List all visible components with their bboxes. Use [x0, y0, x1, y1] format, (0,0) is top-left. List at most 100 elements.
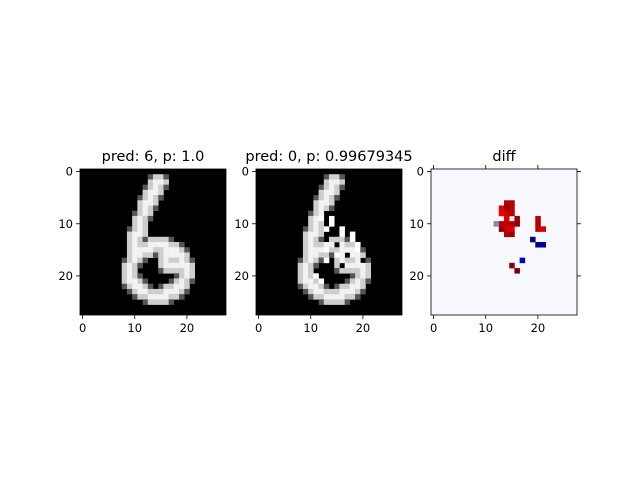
pixel [189, 278, 196, 285]
pixel [137, 252, 143, 258]
pixel [329, 221, 335, 227]
pixel [344, 236, 351, 243]
pixel [163, 242, 169, 248]
pixel [334, 236, 340, 243]
pixel [173, 257, 180, 264]
pixel [323, 184, 330, 191]
pixel [323, 294, 330, 300]
pixel [339, 288, 345, 295]
pixel [344, 299, 351, 305]
pixel [137, 247, 143, 253]
diff-pixel [509, 210, 515, 217]
pixel [334, 174, 340, 180]
pixel [302, 283, 309, 290]
pixel [302, 278, 309, 285]
pixel [349, 242, 356, 248]
pixel [147, 294, 154, 300]
pixel [158, 262, 164, 269]
diff-pixel [504, 210, 510, 217]
pixel [313, 195, 319, 201]
pixel [184, 252, 190, 258]
pixel [163, 283, 169, 290]
pixel [142, 200, 149, 206]
pixel [344, 242, 351, 248]
pixel [137, 210, 143, 217]
diff-pixel [514, 221, 520, 227]
pixel [308, 226, 314, 232]
pixel [318, 247, 325, 253]
pixel [137, 288, 143, 295]
pixel [329, 299, 335, 305]
pixel [132, 247, 138, 253]
pixel [137, 195, 143, 201]
pixel [329, 242, 335, 248]
pixel [158, 184, 164, 191]
pixel [302, 226, 309, 232]
pixel [344, 283, 351, 290]
pixel [308, 288, 314, 295]
pixel [313, 294, 319, 300]
pixel [308, 231, 314, 238]
pixel [339, 226, 345, 232]
pixel [179, 283, 185, 290]
pixel [147, 205, 154, 212]
pixel [349, 268, 356, 274]
pixel [173, 283, 180, 290]
pixel [318, 210, 325, 217]
pixel [126, 226, 133, 232]
pixel [163, 294, 169, 300]
pixel [158, 294, 164, 300]
pixel [126, 288, 133, 295]
pixel [355, 247, 361, 253]
pixel [329, 236, 335, 243]
pixel [173, 268, 180, 274]
image-background [431, 169, 577, 315]
y-tick-label: 10 [409, 217, 424, 231]
pixel [313, 242, 319, 248]
pixel [349, 262, 356, 269]
pixel [349, 236, 356, 243]
pixel [329, 252, 335, 258]
pixel [339, 257, 345, 264]
pixel [323, 252, 330, 258]
pixel [323, 174, 330, 180]
pixel [349, 273, 356, 279]
pixel [126, 247, 133, 253]
pixel [318, 299, 325, 305]
pixel [334, 184, 340, 191]
pixel [323, 257, 330, 264]
pixel [153, 299, 159, 305]
y-tick-label: 20 [409, 269, 424, 283]
x-tick-label: 10 [127, 321, 142, 335]
pixel [184, 288, 190, 295]
pixel [297, 273, 304, 279]
pixel [349, 283, 356, 290]
pixel [137, 200, 143, 206]
pixel [334, 299, 340, 305]
pixel [334, 189, 340, 196]
pixel [132, 252, 138, 258]
pixel [126, 283, 133, 290]
y-tick-label: 20 [234, 269, 249, 283]
pixel [173, 247, 180, 253]
pixel [132, 231, 138, 238]
pixel [308, 236, 314, 243]
pixel [137, 236, 143, 243]
pixel [318, 205, 325, 212]
pixel [153, 174, 159, 180]
pixel [163, 288, 169, 295]
pixel [142, 205, 149, 212]
pixel [147, 210, 154, 217]
pixel [329, 215, 335, 222]
pixel [334, 294, 340, 300]
pixel [137, 215, 143, 222]
pixel [153, 179, 159, 185]
pixel [168, 242, 175, 248]
pixel [313, 278, 319, 285]
pixel [360, 262, 366, 269]
pixel [339, 231, 345, 238]
pixel [163, 257, 169, 264]
x-tick-label: 10 [303, 321, 318, 335]
pixel [308, 294, 314, 300]
